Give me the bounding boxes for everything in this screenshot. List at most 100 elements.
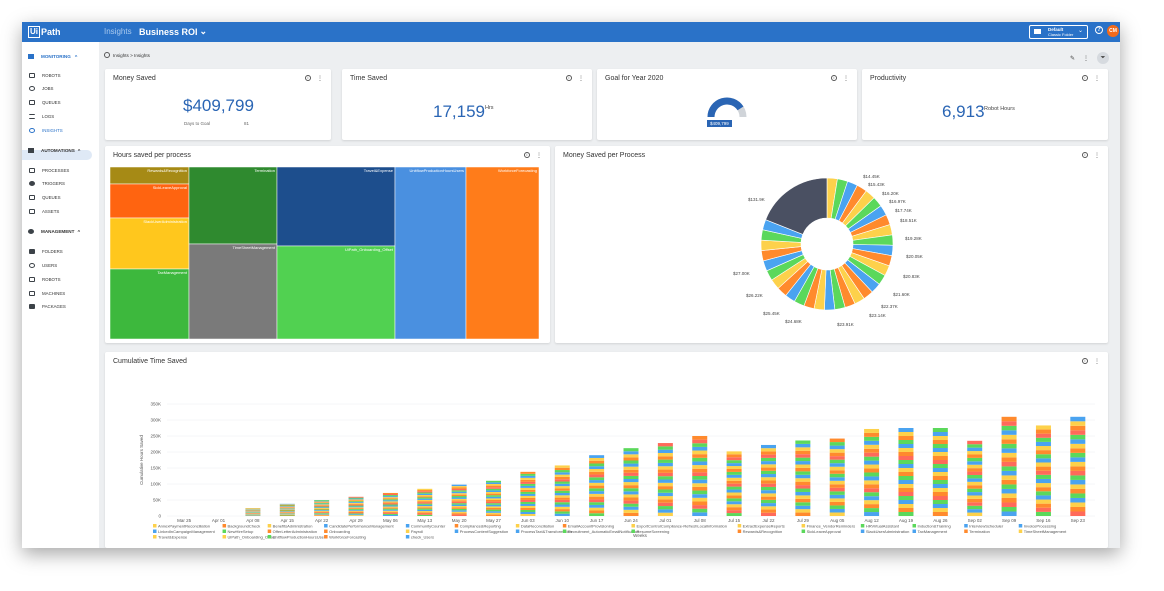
card-tools: i ⋮ (1082, 75, 1100, 82)
bar-segment (795, 505, 811, 510)
bar-segment (760, 509, 776, 513)
bar-segment (760, 490, 776, 494)
sidebar-item-assets[interactable]: ASSETS (29, 209, 59, 214)
bar-segment (417, 506, 433, 508)
sidebar-item-label: MACHINES (42, 291, 66, 296)
bar-segment (1035, 454, 1051, 459)
bar-segment (1001, 416, 1017, 422)
bar-segment (760, 512, 776, 516)
bar-segment (1001, 502, 1017, 507)
sidebar-item-label: ROBOTS (42, 73, 61, 78)
sidebar: MONITORING ^ ROBOTS JOBS QUEUES LOGS INS… (22, 42, 99, 548)
bar-segment (417, 490, 433, 492)
legend-label: WorkforceForcasting (329, 535, 366, 540)
bar-segment (967, 447, 983, 452)
bar-segment (760, 506, 776, 510)
treemap-cell-label: UiPath_Onboarding_Offset (345, 247, 394, 252)
folder-selector[interactable]: Default Classic Folder ⌄ (1029, 25, 1088, 39)
bar-segment (760, 451, 776, 455)
bar-segment (1001, 493, 1017, 498)
bar-segment (657, 506, 673, 510)
bar-segment (382, 499, 398, 501)
treemap-chart[interactable]: Rewards&Recognition SickLeaveApproval Slac… (110, 167, 539, 339)
bar-segment (554, 499, 570, 503)
bar-segment (623, 475, 639, 479)
treemap-cell (394, 167, 467, 339)
info-icon[interactable]: i (305, 75, 311, 81)
bar-segment (932, 512, 948, 516)
more-icon[interactable]: ⋮ (317, 76, 323, 82)
more-icon[interactable]: ⋮ (843, 76, 849, 82)
bar-segment (589, 485, 605, 489)
info-icon[interactable]: i (1082, 152, 1088, 158)
info-icon[interactable]: i (1082, 358, 1088, 364)
sidebar-item-robots-management[interactable]: ROBOTS (29, 277, 61, 282)
sidebar-group-management[interactable]: MANAGEMENT ^ (28, 229, 80, 234)
bar-segment (348, 501, 364, 503)
help-icon[interactable]: ? (1095, 26, 1103, 34)
treemap-cell (465, 167, 539, 339)
chevron-down-icon: ⌄ (199, 26, 208, 36)
info-icon[interactable]: i (1082, 75, 1088, 81)
dashboard-selector[interactable]: Business ROI ⌄ (139, 26, 207, 37)
filter-icon[interactable]: ⏷ (1097, 52, 1110, 64)
bar-segment (795, 485, 811, 489)
sidebar-group-automations[interactable]: AUTOMATIONS ^ (28, 148, 80, 153)
card-goal: Goal for Year 2020 i ⋮ $409,799 (597, 69, 857, 140)
bar-segment (829, 491, 845, 495)
bar-segment (279, 504, 295, 506)
edit-icon[interactable]: ✎ (1070, 55, 1076, 62)
info-icon[interactable]: i (831, 75, 837, 81)
sidebar-item-queues-automation[interactable]: QUEUES (29, 195, 61, 200)
bar-segment (589, 455, 605, 458)
stacked-bar-chart[interactable]: 0 50K 100K 150K 200K 250K 300K 350K Cumulative H… (105, 352, 1108, 548)
sidebar-item-folders[interactable]: FOLDERS (29, 249, 63, 254)
info-icon[interactable]: i (566, 75, 572, 81)
bar-segment (520, 503, 536, 506)
bar-segment (657, 486, 673, 490)
bar-segment (795, 478, 811, 482)
y-tick-label: 100K (150, 482, 161, 487)
sidebar-item-robots[interactable]: ROBOTS (29, 73, 61, 78)
bar-segment (1035, 446, 1051, 451)
sidebar-item-machines[interactable]: MACHINES (29, 291, 65, 296)
more-icon[interactable]: ⋮ (536, 153, 542, 159)
bar-segment (486, 512, 502, 515)
donut-chart[interactable]: $14.45K $15.43K $16.20K $16.97K $17.74K $18.5… (555, 146, 1108, 343)
bar-segment (657, 449, 673, 453)
bar-segment (829, 480, 845, 485)
bar-segment (279, 503, 295, 505)
bar-segment (1001, 479, 1017, 485)
sidebar-item-processes[interactable]: PROCESSES (29, 168, 69, 173)
bar-segment (417, 507, 433, 509)
legend-swatch (153, 529, 157, 533)
more-icon[interactable]: ⋮ (1094, 359, 1100, 365)
bar-segment (1035, 466, 1051, 471)
avatar[interactable]: CM (1107, 25, 1119, 37)
bar-segment (967, 474, 983, 479)
bar-segment (932, 464, 948, 468)
more-icon[interactable]: ⋮ (1083, 55, 1090, 62)
bar-segment (898, 496, 914, 500)
donut-label: $23.91K (837, 322, 854, 327)
bar-segment (623, 451, 639, 455)
more-icon[interactable]: ⋮ (1094, 76, 1100, 82)
sidebar-item-logs[interactable]: LOGS (29, 114, 54, 119)
sidebar-item-triggers[interactable]: TRIGGERS (29, 181, 65, 186)
uipath-logo[interactable]: Ui Path (28, 26, 61, 38)
info-icon[interactable]: i (524, 152, 530, 158)
bar-segment (623, 482, 639, 486)
sidebar-item-packages[interactable]: PACKAGES (29, 304, 66, 309)
sidebar-group-monitoring[interactable]: MONITORING ^ (28, 54, 77, 59)
more-icon[interactable]: ⋮ (578, 76, 584, 82)
sidebar-item-users[interactable]: USERS (29, 263, 57, 268)
bar-segment (760, 467, 776, 471)
donut-label: $15.43K (868, 182, 885, 187)
nav-insights-link[interactable]: Insights (104, 27, 132, 36)
sidebar-item-insights[interactable]: INSIGHTS (29, 128, 63, 133)
sidebar-item-jobs[interactable]: JOBS (29, 86, 53, 91)
bar-segment (726, 501, 742, 505)
sidebar-item-queues[interactable]: QUEUES (29, 100, 61, 105)
treemap-cell-label: Termination (254, 168, 275, 173)
more-icon[interactable]: ⋮ (1094, 153, 1100, 159)
